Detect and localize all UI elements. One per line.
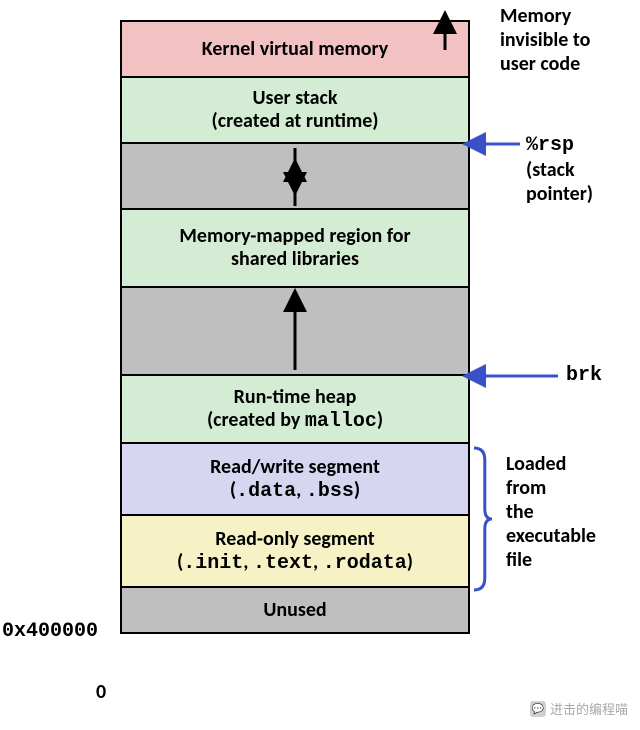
watermark-text: 进击的编程喵 bbox=[550, 699, 628, 718]
annot-loaded-from-exe: Loadedfromtheexecutablefile bbox=[506, 452, 596, 572]
annot-addr-zero: 0 bbox=[96, 680, 106, 704]
wechat-icon: 💬 bbox=[530, 701, 546, 717]
annot-brk: brk bbox=[566, 364, 602, 388]
brace-loaded-from-exe bbox=[474, 448, 492, 590]
watermark: 💬 进击的编程喵 bbox=[530, 699, 628, 718]
annot-rsp: %rsp(stackpointer) bbox=[526, 132, 593, 206]
annot-addr-0x400000: 0x400000 bbox=[2, 620, 98, 644]
annot-kernel-invisible: Memoryinvisible touser code bbox=[500, 4, 590, 76]
